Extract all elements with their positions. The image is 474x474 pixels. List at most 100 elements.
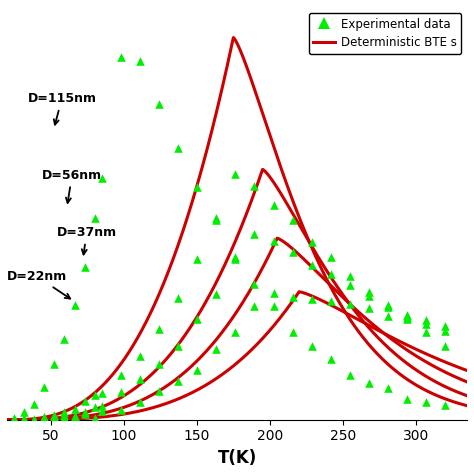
Point bbox=[289, 216, 296, 224]
Point bbox=[117, 406, 125, 414]
Point bbox=[308, 239, 316, 246]
Point bbox=[98, 402, 106, 410]
Point bbox=[193, 315, 201, 322]
Point bbox=[61, 408, 68, 416]
Point bbox=[117, 388, 125, 396]
Point bbox=[71, 413, 78, 420]
Legend: Experimental data, Deterministic BTE s: Experimental data, Deterministic BTE s bbox=[309, 13, 461, 54]
Point bbox=[346, 371, 354, 379]
Text: D=115nm: D=115nm bbox=[27, 92, 96, 125]
Point bbox=[91, 214, 99, 222]
Point bbox=[422, 398, 430, 406]
Point bbox=[61, 336, 68, 343]
Point bbox=[346, 282, 354, 289]
Point bbox=[384, 303, 392, 311]
Point bbox=[136, 375, 144, 383]
Point bbox=[384, 312, 392, 319]
Point bbox=[81, 397, 88, 404]
Point bbox=[365, 379, 373, 386]
Point bbox=[136, 352, 144, 360]
Point bbox=[251, 280, 258, 288]
Point bbox=[71, 301, 78, 309]
Point bbox=[41, 414, 48, 421]
Point bbox=[308, 295, 316, 303]
Point bbox=[155, 100, 163, 108]
Point bbox=[51, 411, 58, 419]
Point bbox=[91, 403, 99, 411]
Text: D=22nm: D=22nm bbox=[7, 270, 70, 299]
Point bbox=[212, 290, 220, 298]
Point bbox=[212, 214, 220, 222]
Point bbox=[10, 418, 18, 425]
Point bbox=[441, 327, 449, 335]
Point bbox=[384, 301, 392, 309]
Point bbox=[422, 328, 430, 336]
Point bbox=[193, 255, 201, 263]
Point bbox=[327, 355, 335, 363]
Point bbox=[289, 248, 296, 256]
Point bbox=[51, 360, 58, 368]
Point bbox=[365, 292, 373, 300]
Point bbox=[403, 313, 411, 320]
Point bbox=[10, 415, 18, 422]
Point bbox=[270, 237, 277, 245]
Point bbox=[403, 395, 411, 403]
Point bbox=[232, 255, 239, 263]
Point bbox=[327, 271, 335, 278]
Point bbox=[174, 377, 182, 384]
Point bbox=[136, 57, 144, 65]
Point bbox=[41, 413, 48, 421]
Point bbox=[346, 300, 354, 308]
Point bbox=[155, 360, 163, 367]
Point bbox=[212, 216, 220, 223]
Point bbox=[20, 409, 28, 416]
Point bbox=[289, 328, 296, 336]
Point bbox=[98, 407, 106, 415]
Point bbox=[155, 325, 163, 333]
Point bbox=[81, 410, 88, 417]
Point bbox=[30, 416, 38, 424]
Point bbox=[346, 272, 354, 280]
Point bbox=[327, 297, 335, 305]
Point bbox=[20, 416, 28, 423]
Point bbox=[193, 366, 201, 374]
Point bbox=[422, 316, 430, 324]
Point bbox=[136, 398, 144, 406]
Point bbox=[71, 405, 78, 412]
Point bbox=[155, 388, 163, 395]
Point bbox=[91, 414, 99, 421]
Point bbox=[422, 320, 430, 328]
Point bbox=[10, 419, 18, 426]
Point bbox=[41, 413, 48, 421]
Point bbox=[441, 322, 449, 329]
Point bbox=[212, 346, 220, 353]
Point bbox=[71, 412, 78, 419]
Point bbox=[403, 315, 411, 323]
Point bbox=[232, 328, 239, 336]
Point bbox=[384, 384, 392, 392]
Point bbox=[51, 413, 58, 420]
Point bbox=[117, 371, 125, 379]
Point bbox=[441, 342, 449, 349]
Point bbox=[251, 182, 258, 190]
Point bbox=[289, 293, 296, 301]
Point bbox=[30, 417, 38, 424]
Point bbox=[41, 383, 48, 391]
Point bbox=[10, 414, 18, 422]
Point bbox=[61, 411, 68, 419]
Point bbox=[327, 253, 335, 261]
Point bbox=[174, 342, 182, 349]
Point bbox=[270, 302, 277, 310]
Point bbox=[270, 201, 277, 209]
Point bbox=[365, 304, 373, 311]
Point bbox=[193, 183, 201, 191]
Point bbox=[98, 174, 106, 182]
Point bbox=[30, 415, 38, 423]
Point bbox=[117, 53, 125, 60]
Point bbox=[98, 389, 106, 397]
Text: D=56nm: D=56nm bbox=[42, 169, 102, 203]
Point bbox=[365, 288, 373, 295]
Point bbox=[251, 230, 258, 238]
Point bbox=[20, 416, 28, 423]
Text: D=37nm: D=37nm bbox=[56, 226, 117, 255]
